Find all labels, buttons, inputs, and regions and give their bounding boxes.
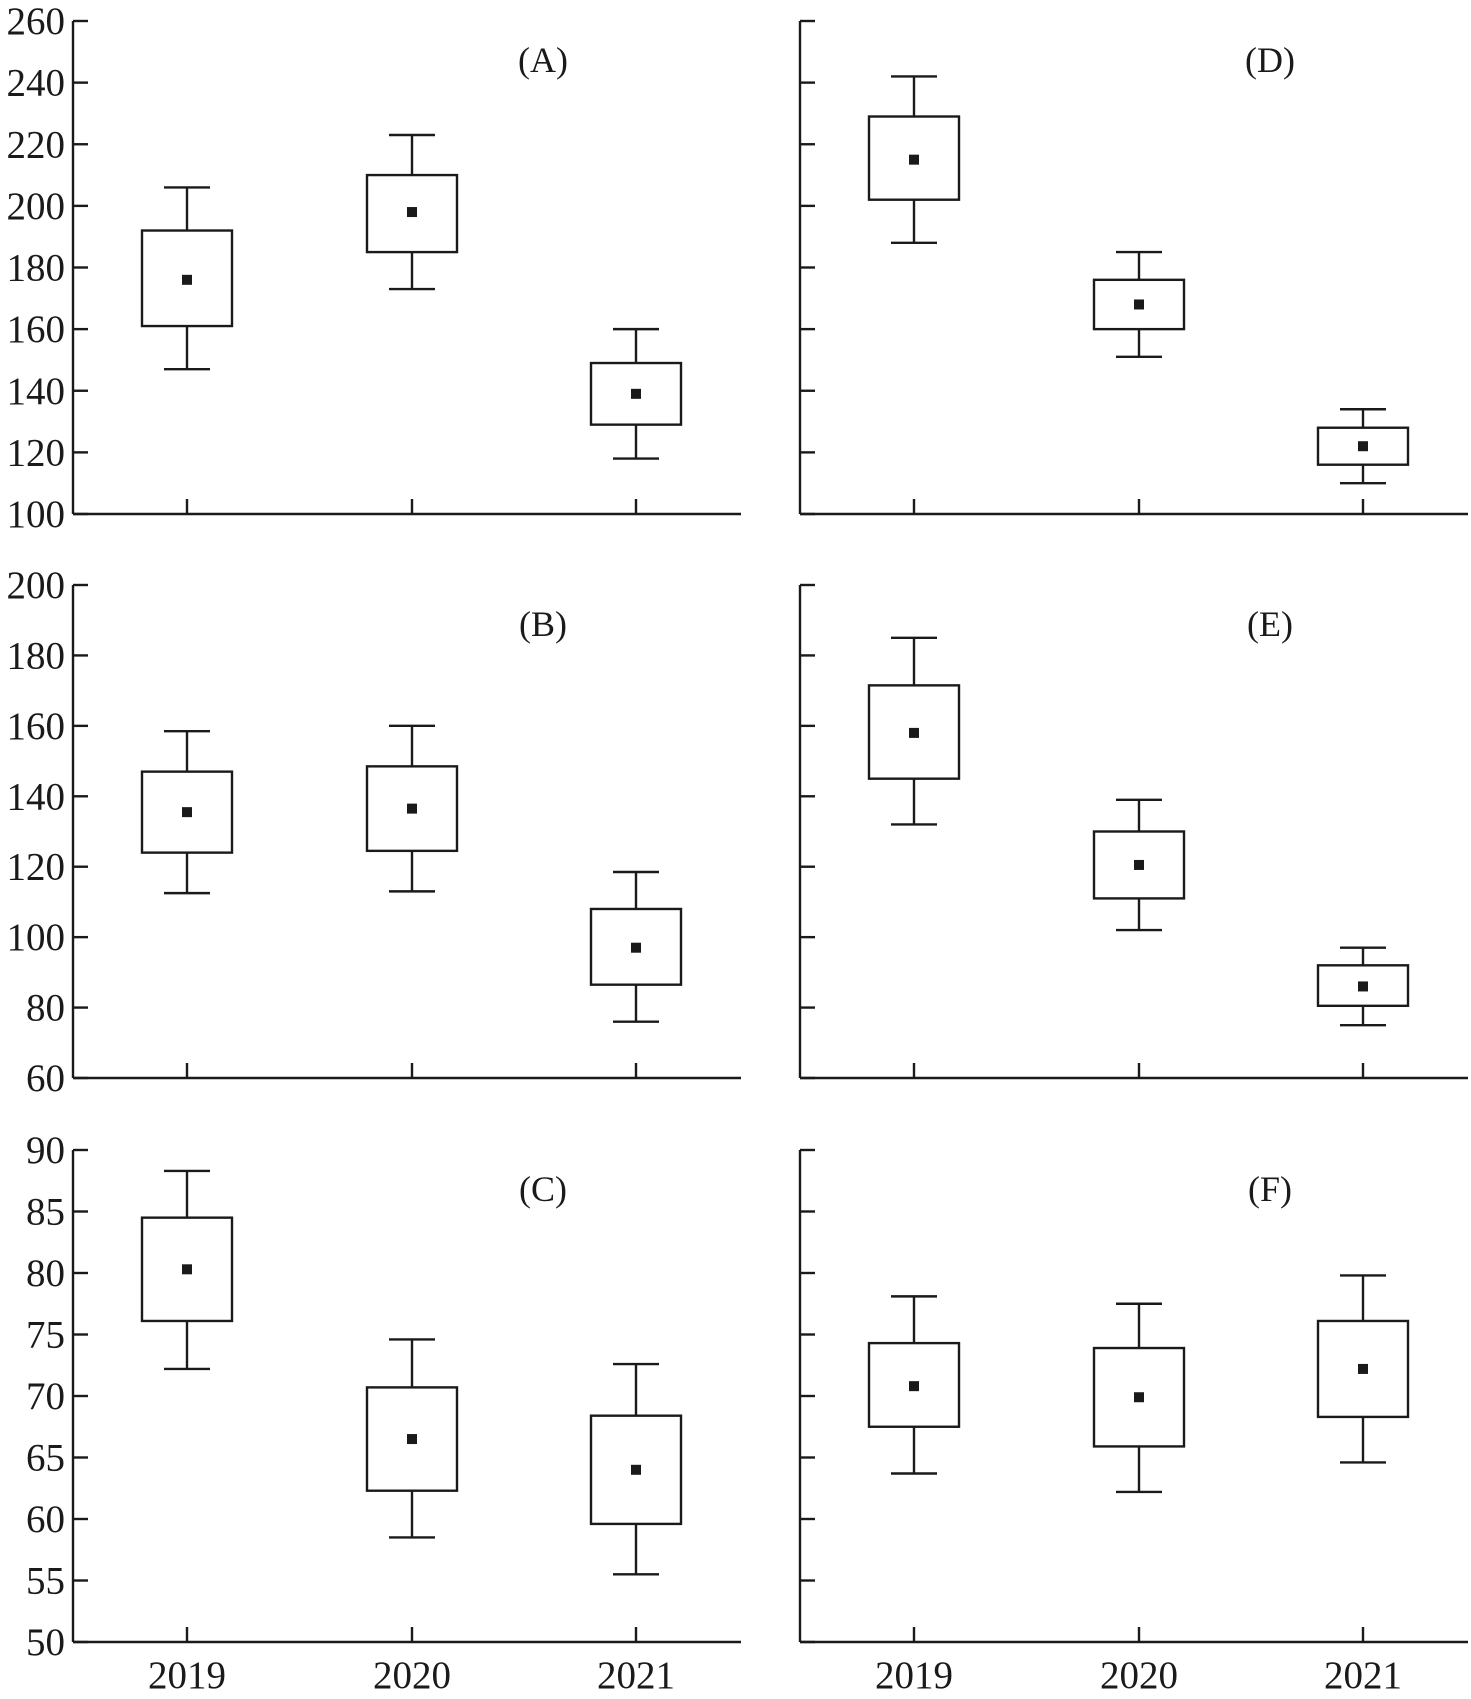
- y-tick-label: 90: [26, 1129, 65, 1172]
- box-2019: [867, 1295, 961, 1475]
- y-tick-label: 75: [26, 1314, 65, 1357]
- box-2021: [589, 1362, 683, 1576]
- box-2021: [589, 327, 683, 460]
- iqr-box: [589, 361, 683, 426]
- x-tick-label: 2021: [597, 1654, 675, 1697]
- y-tick-label: 85: [26, 1191, 65, 1234]
- mean-marker: [909, 727, 919, 738]
- mean-marker: [182, 1264, 192, 1275]
- y-tick-label: 180: [7, 634, 66, 677]
- mean-marker: [407, 1434, 417, 1445]
- mean-marker: [631, 388, 641, 399]
- mean-marker: [631, 942, 641, 953]
- panel-d: (D): [798, 19, 1468, 516]
- box-2021: [1316, 946, 1410, 1027]
- y-tick-label: 100: [7, 493, 66, 536]
- y-tick-label: 60: [26, 1057, 65, 1100]
- box-2020: [365, 724, 459, 893]
- x-tick-label: 2021: [1324, 1654, 1402, 1697]
- y-tick-label: 260: [7, 0, 66, 43]
- y-tick-label: 70: [26, 1375, 65, 1418]
- y-tick-label: 55: [26, 1560, 65, 1603]
- y-tick-label: 240: [7, 62, 66, 105]
- y-tick-label: 120: [7, 431, 66, 474]
- y-tick-label: 200: [7, 185, 66, 228]
- box-2020: [1092, 250, 1186, 359]
- panel-label: (E): [1247, 604, 1293, 644]
- panel-f: 2019 2020 2021 (F): [798, 1148, 1468, 1697]
- mean-marker: [182, 274, 192, 285]
- mean-marker: [407, 803, 417, 814]
- y-tick-label: 120: [7, 846, 66, 889]
- mean-marker: [407, 207, 417, 218]
- box-2019: [867, 636, 961, 826]
- panel-c: 50 55 60 65 70 75 80 85 90 2019 2020 2021 (C): [26, 1129, 741, 1697]
- panel-label: (D): [1245, 40, 1295, 80]
- box-2019: [140, 729, 234, 895]
- y-tick-label: 140: [7, 370, 66, 413]
- mean-marker: [1358, 981, 1368, 992]
- y-tick-label: 220: [7, 123, 66, 166]
- box-2020: [365, 133, 459, 291]
- y-tick-label: 200: [7, 564, 66, 607]
- y-tick-label: 160: [7, 705, 66, 748]
- box-2020: [1092, 1302, 1186, 1494]
- mean-marker: [182, 807, 192, 818]
- mean-marker: [909, 154, 919, 165]
- box-2021: [589, 870, 683, 1023]
- y-tick-label: 80: [26, 1252, 65, 1295]
- mean-marker: [1358, 1363, 1368, 1374]
- mean-marker: [909, 1381, 919, 1392]
- panel-label: (A): [518, 40, 568, 80]
- box-2019: [140, 186, 234, 371]
- panel-label: (B): [519, 604, 567, 644]
- x-tick-label: 2020: [1100, 1654, 1178, 1697]
- x-tick-label: 2019: [148, 1654, 226, 1697]
- box-2019: [140, 1169, 234, 1371]
- mean-marker: [631, 1464, 641, 1475]
- mean-marker: [1134, 299, 1144, 310]
- panel-a: 100 120 140 160 180 200 220 240 260 (A): [7, 0, 741, 536]
- panel-label: (C): [519, 1169, 567, 1209]
- y-tick-label: 60: [26, 1498, 65, 1541]
- box-2020: [1092, 798, 1186, 932]
- mean-marker: [1134, 859, 1144, 870]
- mean-marker: [1134, 1392, 1144, 1403]
- panel-b: 60 80 100 120 140 160 180 200 (B): [7, 564, 741, 1100]
- panel-e: (E): [798, 583, 1468, 1080]
- y-tick-label: 160: [7, 308, 66, 351]
- y-tick-label: 80: [26, 987, 65, 1030]
- mean-marker: [1358, 441, 1368, 452]
- box-2019: [867, 75, 961, 245]
- box-2020: [365, 1338, 459, 1539]
- panel-label: (F): [1248, 1169, 1292, 1209]
- y-tick-label: 180: [7, 247, 66, 290]
- iqr-box: [589, 907, 683, 986]
- x-tick-label: 2019: [875, 1654, 953, 1697]
- y-tick-label: 100: [7, 916, 66, 959]
- y-tick-label: 140: [7, 775, 66, 818]
- x-tick-label: 2020: [373, 1654, 451, 1697]
- y-tick-label: 65: [26, 1437, 65, 1480]
- box-2021: [1316, 408, 1410, 485]
- y-tick-label: 50: [26, 1621, 65, 1664]
- box-2021: [1316, 1274, 1410, 1464]
